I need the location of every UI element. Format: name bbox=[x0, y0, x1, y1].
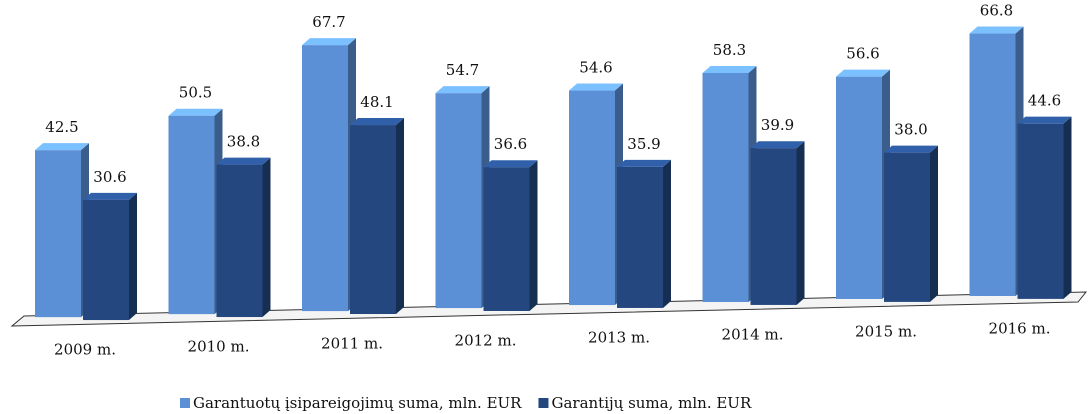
bar-top bbox=[884, 145, 938, 153]
bar-top bbox=[702, 65, 757, 73]
bar bbox=[969, 33, 1016, 296]
legend-swatch bbox=[180, 398, 190, 408]
bar-top bbox=[750, 141, 805, 149]
value-label: 48.1 bbox=[360, 93, 393, 111]
bar-side bbox=[930, 145, 938, 302]
bar bbox=[836, 76, 882, 300]
value-label: 35.9 bbox=[627, 135, 660, 153]
value-label: 44.6 bbox=[1028, 92, 1061, 110]
value-label: 66.8 bbox=[980, 2, 1013, 20]
bar-top bbox=[168, 108, 223, 116]
bar-top bbox=[435, 86, 490, 94]
bar-top bbox=[216, 157, 271, 165]
value-label: 56.6 bbox=[846, 45, 879, 63]
bar bbox=[350, 125, 396, 315]
bar bbox=[617, 166, 663, 308]
bar-top bbox=[350, 118, 404, 126]
bar bbox=[302, 45, 348, 312]
value-label: 38.8 bbox=[227, 133, 260, 151]
value-label: 54.6 bbox=[579, 59, 612, 77]
bar bbox=[83, 199, 129, 321]
bar bbox=[435, 93, 482, 309]
bar bbox=[216, 164, 263, 318]
bar-side bbox=[396, 118, 404, 315]
value-label: 67.7 bbox=[312, 13, 345, 31]
value-label: 50.5 bbox=[179, 84, 212, 102]
floor bbox=[10, 291, 1088, 327]
value-label: 58.3 bbox=[713, 41, 746, 59]
x-tick-label: 2016 m. bbox=[989, 319, 1051, 337]
value-label: 38.0 bbox=[894, 121, 927, 139]
x-tick-label: 2015 m. bbox=[855, 322, 917, 340]
x-tick-label: 2013 m. bbox=[588, 328, 650, 346]
legend-swatch bbox=[538, 398, 549, 408]
bar-top bbox=[83, 192, 137, 200]
value-label: 30.6 bbox=[93, 168, 126, 186]
bar bbox=[1017, 123, 1064, 299]
bar-side bbox=[129, 192, 137, 321]
x-tick-label: 2009 m. bbox=[54, 341, 116, 359]
bar-top bbox=[836, 69, 890, 77]
x-tick-label: 2010 m. bbox=[188, 338, 250, 356]
value-label: 54.7 bbox=[446, 61, 479, 79]
bar-side bbox=[529, 160, 538, 311]
bar bbox=[35, 150, 81, 318]
legend-label: Garantuotų įsipareigojimų suma, mln. EUR bbox=[193, 394, 522, 412]
bar-side bbox=[1063, 116, 1072, 299]
value-label: 36.6 bbox=[494, 135, 527, 153]
bar-top bbox=[1017, 116, 1072, 124]
value-label: 42.5 bbox=[45, 118, 78, 136]
bar bbox=[569, 90, 615, 306]
bar-side bbox=[796, 141, 805, 305]
bar bbox=[884, 152, 930, 302]
bar-top bbox=[483, 160, 538, 168]
x-tick-label: 2011 m. bbox=[321, 334, 383, 352]
bar-top bbox=[569, 83, 623, 91]
legend-label: Garantijų suma, mln. EUR bbox=[551, 394, 751, 412]
bar bbox=[168, 115, 215, 315]
value-label: 39.9 bbox=[761, 116, 794, 134]
bar-side bbox=[262, 157, 271, 318]
bar-top bbox=[617, 159, 671, 167]
bar bbox=[702, 72, 749, 303]
bar-top bbox=[35, 143, 89, 151]
x-tick-label: 2014 m. bbox=[722, 325, 784, 343]
bar-top bbox=[969, 26, 1024, 34]
bar bbox=[483, 167, 530, 311]
bar-top bbox=[302, 38, 356, 46]
bar bbox=[750, 148, 797, 305]
x-tick-label: 2012 m. bbox=[455, 331, 517, 349]
bar-side bbox=[663, 159, 671, 308]
